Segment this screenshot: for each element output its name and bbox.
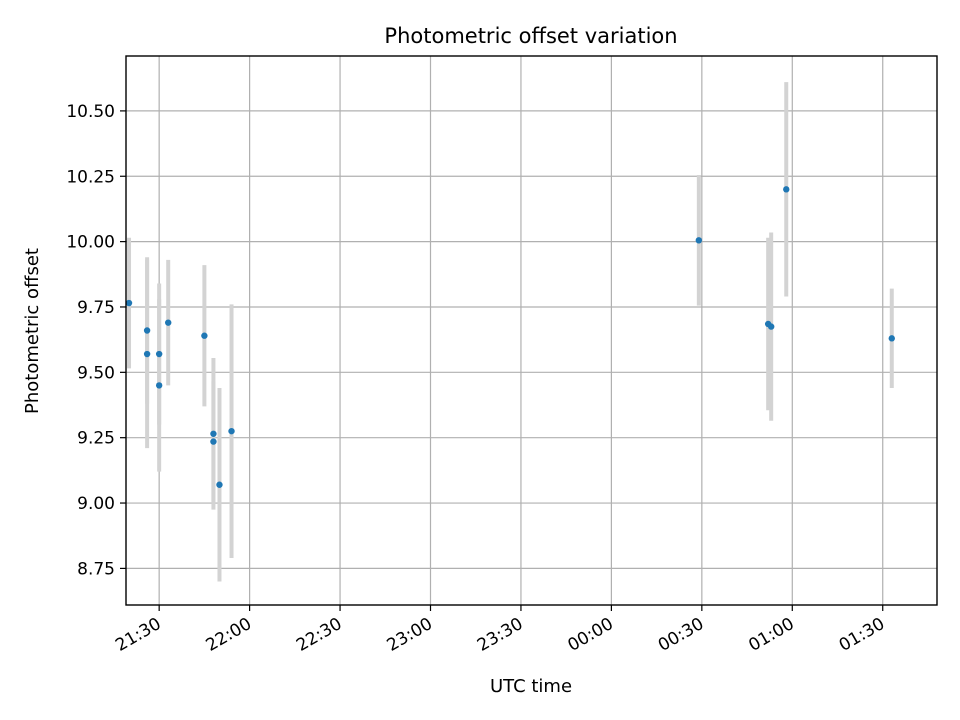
- data-point: [143, 350, 151, 358]
- x-axis-title: UTC time: [490, 676, 572, 697]
- data-point: [210, 430, 217, 437]
- y-tick-label: 9.75: [77, 298, 115, 318]
- data-point: [143, 327, 151, 334]
- data-point: [155, 350, 163, 358]
- data-point: [155, 382, 163, 389]
- y-tick-label: 9.00: [77, 494, 115, 514]
- data-point: [125, 299, 133, 307]
- y-axis-title: Photometric offset: [22, 248, 43, 414]
- data-point: [165, 319, 172, 326]
- data-point: [216, 481, 223, 488]
- grid: [126, 56, 937, 605]
- data-point: [201, 332, 208, 339]
- plot-frame: [125, 55, 938, 606]
- data-point: [783, 186, 790, 193]
- data-points: [125, 186, 895, 488]
- y-tick-label: 8.75: [77, 559, 115, 579]
- data-point: [767, 323, 775, 330]
- y-tick-label: 10.25: [66, 167, 115, 187]
- chart-title: Photometric offset variation: [384, 24, 677, 48]
- y-tick-label: 9.50: [77, 363, 115, 383]
- y-tick-label: 10.50: [66, 102, 115, 122]
- y-axis-ticks: 8.75 9.00 9.25 9.50 9.75 10.00 10.25 10.50: [66, 102, 126, 579]
- y-tick-label: 9.25: [77, 429, 115, 449]
- y-tick-label: 10.00: [66, 233, 115, 253]
- data-point: [695, 237, 703, 244]
- data-point: [888, 335, 895, 342]
- data-point: [228, 427, 235, 435]
- data-point: [210, 438, 217, 445]
